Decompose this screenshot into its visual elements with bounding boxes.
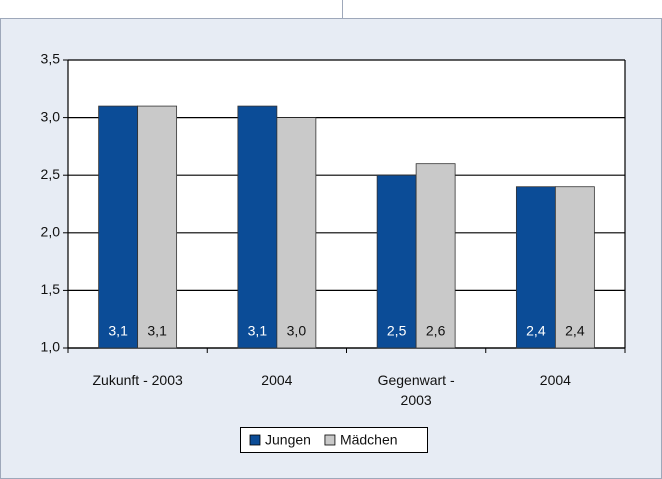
x-tick-label: 2004 [539, 372, 571, 388]
legend-label: Mädchen [340, 432, 398, 448]
data-label: 2,4 [565, 323, 585, 339]
bar [515, 186, 556, 349]
data-label: 2,5 [387, 323, 407, 339]
y-tick-label: 2,5 [41, 166, 61, 182]
y-tick-label: 2,0 [41, 224, 61, 240]
data-label: 3,1 [108, 323, 128, 339]
x-tick-label: 2004 [261, 372, 293, 388]
bar [554, 186, 595, 349]
y-tick-label: 3,5 [41, 51, 61, 67]
legend-swatch [249, 434, 261, 446]
data-label: 2,4 [526, 323, 546, 339]
x-tick-label: Gegenwart - 2003 [377, 372, 455, 408]
y-tick-label: 1,5 [41, 281, 61, 297]
y-tick-label: 3,0 [41, 108, 61, 124]
y-tick-label: 1,0 [41, 339, 61, 355]
x-tick-label: Zukunft - 2003 [92, 372, 183, 388]
data-label: 2,6 [426, 323, 446, 339]
bar [237, 105, 278, 349]
bar [376, 174, 417, 349]
bar [98, 105, 139, 349]
bar [137, 105, 178, 349]
data-label: 3,1 [248, 323, 268, 339]
legend-swatch [324, 434, 336, 446]
bar [276, 117, 317, 349]
data-label: 3,0 [287, 323, 307, 339]
bar [415, 163, 456, 349]
legend-label: Jungen [265, 432, 311, 448]
data-label: 3,1 [147, 323, 167, 339]
